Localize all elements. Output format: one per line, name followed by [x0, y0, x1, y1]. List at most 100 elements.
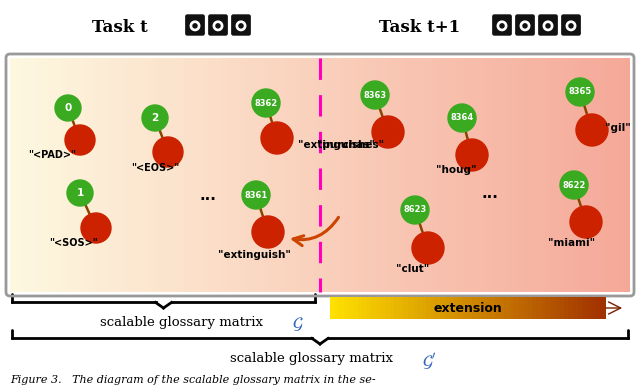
Text: "<EOS>": "<EOS>" — [131, 163, 179, 173]
Circle shape — [576, 114, 608, 146]
Text: 8622: 8622 — [563, 181, 586, 190]
Bar — [140, 58, 147, 292]
Bar — [536, 297, 542, 319]
Bar — [214, 58, 221, 292]
Bar — [493, 58, 500, 292]
Bar — [115, 58, 122, 292]
Bar — [41, 58, 47, 292]
Circle shape — [497, 21, 507, 30]
Bar — [587, 58, 593, 292]
Bar — [408, 297, 414, 319]
Bar — [522, 297, 529, 319]
Bar — [426, 297, 432, 319]
Bar — [159, 58, 165, 292]
Text: scalable glossary matrix: scalable glossary matrix — [100, 316, 268, 329]
Text: Figure 3.   The diagram of the scalable glossary matrix in the se-: Figure 3. The diagram of the scalable gl… — [10, 375, 376, 385]
Bar — [550, 297, 556, 319]
Bar — [472, 297, 478, 319]
Bar — [401, 58, 407, 292]
Text: ...: ... — [200, 188, 216, 202]
Bar — [330, 297, 336, 319]
Bar — [422, 297, 428, 319]
Bar — [512, 58, 518, 292]
Bar — [348, 297, 355, 319]
Circle shape — [543, 21, 553, 30]
Bar — [128, 58, 134, 292]
Bar — [559, 297, 565, 319]
Bar — [239, 58, 246, 292]
Circle shape — [239, 24, 243, 28]
Bar — [463, 58, 468, 292]
Bar — [202, 58, 209, 292]
Bar — [35, 58, 41, 292]
Circle shape — [401, 196, 429, 224]
FancyBboxPatch shape — [493, 15, 511, 35]
Bar — [541, 297, 547, 319]
Bar — [506, 58, 512, 292]
Bar — [165, 58, 172, 292]
Circle shape — [81, 213, 111, 243]
Bar — [358, 297, 364, 319]
Bar — [22, 58, 29, 292]
Bar — [568, 297, 574, 319]
Bar — [314, 58, 320, 292]
Circle shape — [566, 78, 594, 106]
Text: "clut": "clut" — [396, 264, 429, 274]
Bar — [580, 58, 587, 292]
Bar — [308, 58, 314, 292]
Bar — [47, 58, 53, 292]
Bar — [345, 58, 351, 292]
Circle shape — [560, 171, 588, 199]
Text: "<PAD>": "<PAD>" — [28, 150, 76, 160]
Circle shape — [252, 89, 280, 117]
Bar — [549, 58, 556, 292]
Bar — [53, 58, 60, 292]
FancyArrowPatch shape — [606, 302, 621, 314]
Text: Task t+1: Task t+1 — [380, 20, 461, 37]
Bar — [454, 297, 460, 319]
Bar — [72, 58, 78, 292]
Circle shape — [142, 105, 168, 131]
Bar — [431, 58, 438, 292]
Bar — [587, 297, 593, 319]
Bar — [596, 297, 602, 319]
Circle shape — [213, 21, 223, 30]
Text: 1: 1 — [76, 188, 84, 198]
FancyBboxPatch shape — [516, 15, 534, 35]
Bar — [362, 297, 368, 319]
Bar — [295, 58, 301, 292]
Bar — [332, 58, 339, 292]
Bar — [419, 58, 426, 292]
Bar — [382, 58, 388, 292]
Bar — [388, 58, 394, 292]
Bar — [147, 58, 152, 292]
Bar — [481, 297, 487, 319]
Text: Task t: Task t — [92, 20, 148, 37]
Bar — [611, 58, 618, 292]
Bar — [289, 58, 295, 292]
Text: 8363: 8363 — [364, 90, 387, 99]
Text: "miami": "miami" — [548, 238, 596, 248]
Bar — [624, 58, 630, 292]
Circle shape — [448, 104, 476, 132]
Bar — [270, 58, 276, 292]
Bar — [91, 58, 97, 292]
Bar — [301, 58, 308, 292]
Bar — [450, 58, 456, 292]
Bar — [504, 297, 510, 319]
Bar — [394, 297, 400, 319]
Bar — [438, 58, 444, 292]
Bar — [449, 297, 455, 319]
Circle shape — [372, 116, 404, 148]
Text: "gil": "gil" — [605, 123, 631, 133]
Bar — [574, 58, 580, 292]
Bar — [417, 297, 423, 319]
Bar — [10, 58, 16, 292]
Bar — [399, 297, 404, 319]
Circle shape — [500, 24, 504, 28]
Bar — [252, 58, 258, 292]
Bar — [264, 58, 270, 292]
Text: 8364: 8364 — [451, 113, 474, 122]
Bar — [562, 58, 568, 292]
Bar — [29, 58, 35, 292]
